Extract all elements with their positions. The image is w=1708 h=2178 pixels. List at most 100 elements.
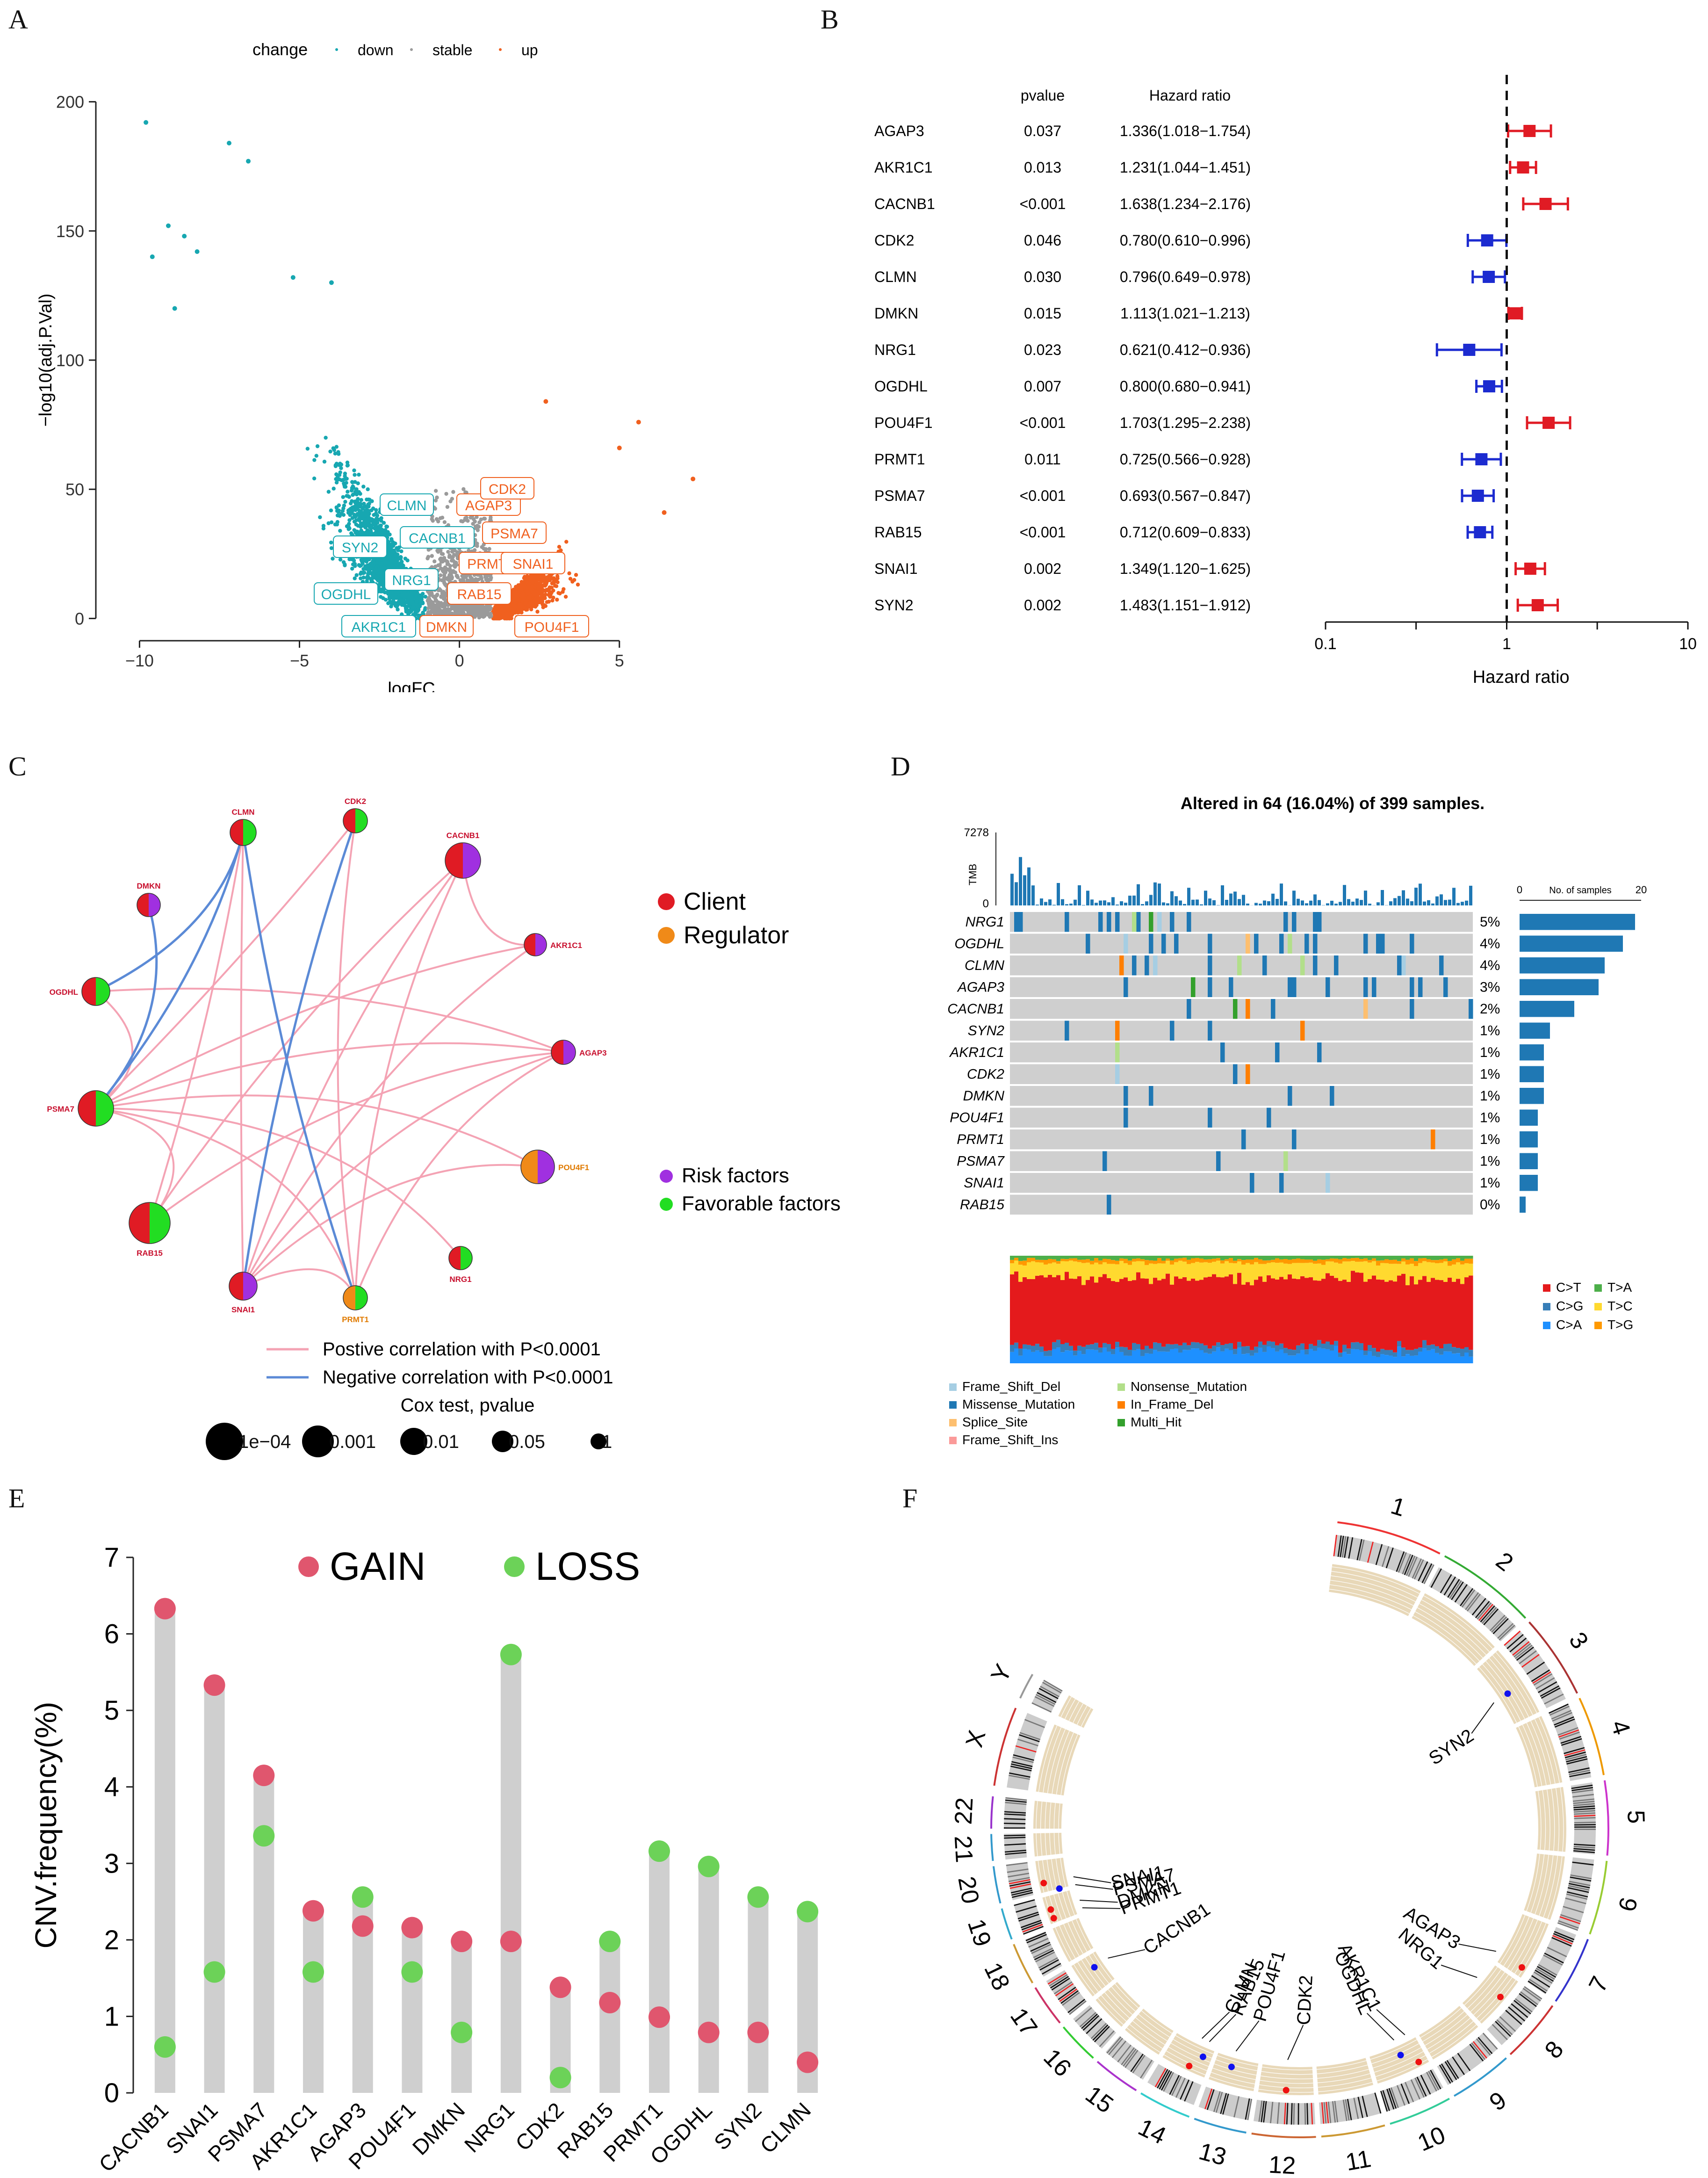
point-stable (445, 562, 450, 566)
point-down (393, 557, 398, 562)
edge-positive (242, 1164, 538, 1287)
point-down (389, 538, 394, 543)
gene-name-OGDHL: OGDHL (954, 936, 1004, 952)
tmb-bar (1330, 900, 1333, 905)
mutation-cell (1262, 955, 1267, 976)
point-down (347, 518, 352, 522)
node-factor-half (535, 933, 547, 956)
titv-segment (1347, 1261, 1351, 1282)
samples-axis-label: No. of samples (1549, 885, 1611, 896)
titv-segment (1258, 1264, 1263, 1277)
point-up (555, 598, 559, 602)
point-down (386, 540, 390, 544)
titv-segment (1363, 1350, 1368, 1355)
titv-segment (1103, 1262, 1107, 1274)
titv-segment (1418, 1258, 1423, 1263)
tmb-bar (1031, 885, 1035, 905)
tmb-axis-label: TMB (967, 864, 979, 885)
titv-segment (1136, 1349, 1141, 1363)
titv-segment (1187, 1281, 1191, 1346)
titv-segment (1405, 1259, 1410, 1265)
gene-label-box (384, 568, 439, 591)
titv-segment (1292, 1259, 1297, 1263)
titv-segment (1065, 1350, 1069, 1363)
titv-segment (1414, 1349, 1419, 1356)
titv-segment (1384, 1355, 1389, 1363)
titv-segment (1321, 1259, 1326, 1265)
point-up (543, 592, 548, 597)
point-down (420, 592, 425, 596)
titv-segment (1069, 1351, 1074, 1363)
gene-row-bg (1010, 999, 1473, 1019)
tmb-bar (1061, 899, 1064, 905)
tmb-bar (1179, 900, 1182, 905)
point-down (381, 532, 386, 536)
titv-segment (1384, 1259, 1389, 1263)
legend-risk-dot (660, 1170, 673, 1183)
titv-segment (1338, 1263, 1343, 1281)
point-up (555, 574, 560, 579)
point-down (329, 520, 334, 525)
titv-segment (1254, 1258, 1259, 1262)
titv-segment (1060, 1261, 1065, 1280)
gene-count-bar (1520, 1001, 1574, 1017)
titv-segment (1149, 1348, 1153, 1354)
node-label-RAB15: RAB15 (137, 1249, 163, 1258)
titv-segment (1073, 1258, 1078, 1262)
gene-label-box (314, 582, 378, 605)
point-up (574, 573, 578, 577)
forest-hr-text: 1.703(1.295−2.238) (1120, 414, 1251, 431)
point-up (547, 600, 551, 604)
point-down (368, 531, 373, 536)
mutation-cell (1313, 955, 1318, 976)
point-stable (484, 577, 488, 582)
titv-segment (1149, 1256, 1153, 1260)
titv-segment (1178, 1256, 1183, 1259)
titv-segment (1321, 1256, 1326, 1260)
legend-pos-label: Postive correlation with P<0.0001 (323, 1339, 601, 1360)
forest-hr-text: 0.725(0.566−0.928) (1120, 451, 1251, 468)
titv-segment (1069, 1258, 1074, 1261)
gene-row-bg (1010, 1173, 1473, 1193)
point-down (343, 499, 347, 504)
titv-segment (1376, 1256, 1381, 1261)
gene-name-CLMN: CLMN (965, 958, 1004, 973)
tmb-bar (1095, 903, 1098, 905)
titv-segment (1128, 1260, 1132, 1265)
point-down (393, 590, 398, 594)
y-tick-label: 0 (75, 609, 84, 628)
titv-segment (1098, 1260, 1103, 1265)
point-up (549, 590, 554, 595)
titv-segment (1170, 1344, 1175, 1349)
point-up (567, 571, 571, 576)
tmb-bar (1175, 896, 1178, 905)
edge-positive (243, 1268, 356, 1298)
point-down (377, 528, 382, 532)
gene-count-bar (1520, 1175, 1538, 1191)
titv-segment (1035, 1262, 1040, 1276)
titv-segment (1107, 1351, 1111, 1363)
titv-segment (1098, 1277, 1103, 1348)
tmb-bar (1444, 900, 1447, 905)
titv-segment (1140, 1356, 1145, 1363)
titv-segment (1220, 1345, 1225, 1352)
point-down (409, 607, 413, 612)
titv-segment (1014, 1256, 1019, 1258)
tmb-bar (1360, 900, 1363, 905)
mutation-cell (1208, 955, 1212, 976)
tmb-bar (1023, 875, 1026, 905)
titv-segment (1363, 1355, 1368, 1363)
mutation-cell (1292, 912, 1297, 932)
mutation-cell (1136, 912, 1141, 932)
titv-segment (1216, 1277, 1221, 1343)
titv-segment (1035, 1259, 1040, 1262)
titv-segment (1326, 1349, 1330, 1363)
mutation-cell (1250, 1173, 1254, 1193)
mutation-cell (1132, 955, 1137, 976)
point-stable (436, 605, 441, 609)
gene-count-bar (1520, 979, 1599, 995)
forest-pvalue: <0.001 (1020, 195, 1066, 212)
gene-row-bg (1010, 1064, 1473, 1084)
gene-pct: 1% (1480, 1175, 1500, 1191)
titv-segment (1027, 1345, 1031, 1350)
